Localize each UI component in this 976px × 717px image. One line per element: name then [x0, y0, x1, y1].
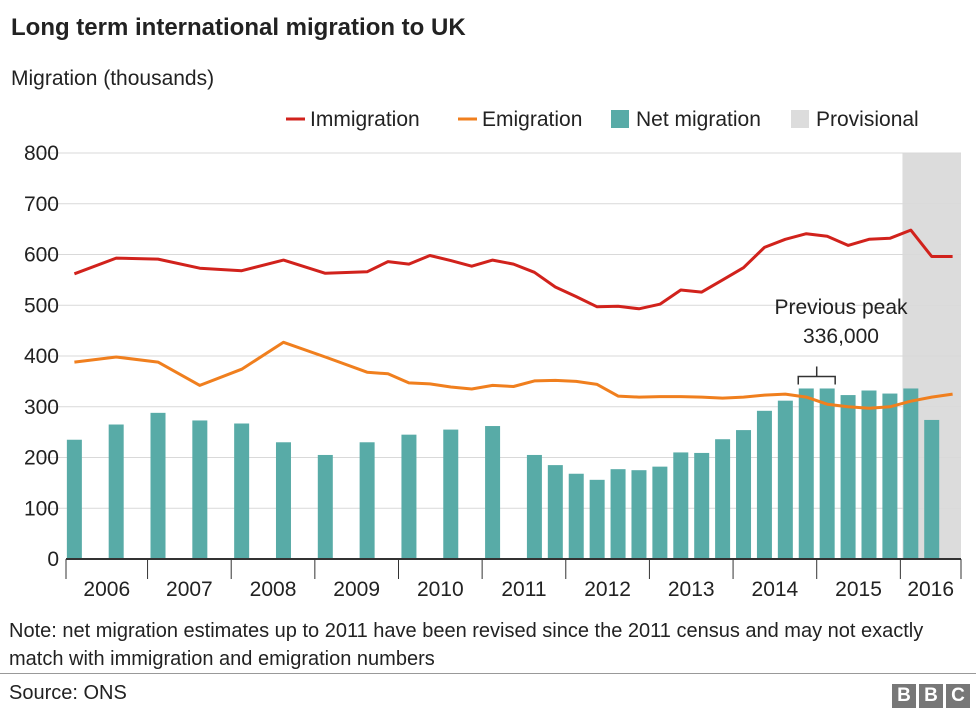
- net-migration-bar: [401, 434, 417, 559]
- x-tick-label: 2009: [333, 578, 380, 601]
- chart-title: Long term international migration to UK: [11, 14, 466, 41]
- net-migration-bar: [736, 430, 752, 559]
- plot-area: 0 100 200 300 400 500 600 700 800 2006 2007 2008 200…: [24, 142, 962, 601]
- x-tick-label: 2008: [250, 578, 297, 601]
- net-migration-bar: [715, 439, 731, 559]
- bbc-logo-letter: B: [919, 684, 943, 708]
- net-migration-bar: [631, 470, 647, 559]
- y-tick-label: 500: [24, 294, 59, 317]
- legend-emigration-label: Emigration: [482, 108, 582, 131]
- net-migration-bar: [589, 479, 605, 559]
- bbc-logo: B B C: [892, 684, 970, 708]
- net-migration-bar: [526, 454, 542, 559]
- y-tick-label: 400: [24, 345, 59, 368]
- x-tick-label: 2016: [907, 578, 954, 601]
- net-migration-bar: [756, 410, 772, 559]
- annotation-label: Previous peak: [774, 296, 908, 319]
- annotation-value: 336,000: [803, 325, 879, 348]
- net-migration-bar: [882, 393, 898, 559]
- legend: Immigration Emigration Net migration Pro…: [286, 108, 919, 131]
- net-migration-bar: [485, 426, 501, 559]
- y-tick-label: 600: [24, 244, 59, 267]
- net-migration-bar: [275, 442, 291, 559]
- net-migration-bar: [673, 452, 689, 559]
- emigration-line: [74, 340, 953, 410]
- annotation-bracket: [797, 375, 836, 385]
- y-tick-label: 0: [47, 548, 59, 571]
- legend-immigration-label: Immigration: [310, 108, 420, 131]
- net-migration-bar: [192, 420, 208, 559]
- y-axis-title: Migration (thousands): [11, 67, 215, 90]
- net-migration-bar: [694, 452, 710, 559]
- migration-chart: Immigration Emigration Net migration Pro…: [24, 108, 962, 601]
- net-migration-bar: [861, 390, 877, 559]
- legend-provisional-swatch: [791, 110, 809, 128]
- net-migration-bar: [819, 388, 835, 559]
- bbc-logo-letter: B: [892, 684, 916, 708]
- x-tick-label: 2010: [417, 578, 464, 601]
- x-tick-label: 2007: [166, 578, 213, 601]
- y-tick-label: 100: [24, 497, 59, 520]
- net-migration-bar: [234, 423, 250, 559]
- immigration-line: [73, 228, 953, 311]
- net-migration-bar: [150, 412, 166, 559]
- source-divider: [0, 673, 976, 674]
- net-migration-bar: [652, 466, 668, 559]
- legend-net-migration-swatch: [611, 110, 629, 128]
- net-migration-bar: [840, 395, 856, 559]
- y-tick-label: 300: [24, 396, 59, 419]
- net-migration-bar: [317, 454, 333, 559]
- legend-net-migration-label: Net migration: [636, 108, 761, 131]
- net-migration-bar: [610, 469, 626, 559]
- y-tick-label: 700: [24, 193, 59, 216]
- net-migration-bar: [66, 439, 82, 559]
- x-tick-label: 2014: [752, 578, 799, 601]
- legend-provisional-label: Provisional: [816, 108, 919, 131]
- bbc-logo-letter: C: [946, 684, 970, 708]
- x-tick-label: 2013: [668, 578, 715, 601]
- net-migration-bar: [359, 442, 375, 559]
- x-tick-label: 2006: [83, 578, 130, 601]
- source-label: Source: ONS: [9, 682, 127, 704]
- x-tick-label: 2011: [501, 578, 546, 601]
- net-migration-bar: [924, 419, 940, 559]
- net-migration-bar: [443, 429, 459, 559]
- net-migration-bar: [777, 400, 793, 559]
- net-migration-bar: [108, 424, 124, 559]
- y-tick-label: 200: [24, 447, 59, 470]
- net-migration-bar: [547, 465, 563, 559]
- net-migration-bar: [903, 388, 919, 559]
- x-tick-label: 2015: [835, 578, 882, 601]
- y-tick-label: 800: [24, 142, 59, 165]
- x-tick-label: 2012: [584, 578, 631, 601]
- net-migration-bar: [568, 473, 584, 559]
- net-migration-bar: [798, 388, 814, 559]
- footnote: Note: net migration estimates up to 2011…: [9, 620, 924, 670]
